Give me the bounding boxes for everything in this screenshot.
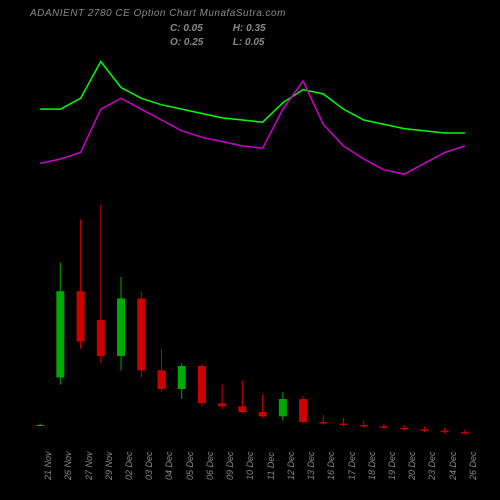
candle-body bbox=[178, 366, 186, 389]
x-label: 19 Dec bbox=[387, 451, 397, 480]
candle-body bbox=[380, 426, 388, 427]
indicator-line-1 bbox=[40, 62, 465, 134]
x-label: 27 Nov bbox=[84, 451, 94, 480]
open-val: 0.25 bbox=[184, 37, 203, 48]
x-label: 10 Dec bbox=[245, 451, 255, 480]
x-label: 29 Nov bbox=[104, 451, 114, 480]
x-label: 11 Dec bbox=[266, 452, 276, 480]
x-label: 20 Dec bbox=[407, 451, 417, 480]
x-label: 17 Dec bbox=[347, 451, 357, 480]
candle-body bbox=[157, 370, 165, 389]
candle-body bbox=[420, 429, 428, 430]
x-axis-labels: 21 Nov 26 Nov 27 Nov 29 Nov 02 Dec 03 Dec 04 D… bbox=[30, 440, 475, 490]
candle-body bbox=[360, 425, 368, 426]
candle-body bbox=[117, 298, 125, 356]
ohlc-block: C: 0.05 H: 0.35 O: 0.25 L: 0.05 bbox=[170, 22, 293, 50]
candle-body bbox=[319, 422, 327, 423]
low-label: L: bbox=[233, 37, 242, 48]
x-label: 05 Dec bbox=[185, 451, 195, 480]
x-label: 04 Dec bbox=[164, 451, 174, 480]
high-val: 0.35 bbox=[246, 23, 265, 34]
x-label: 09 Dec bbox=[225, 451, 235, 480]
candle-body bbox=[198, 366, 206, 403]
candle-body bbox=[279, 399, 287, 416]
x-label: 24 Dec bbox=[448, 451, 458, 480]
candle-body bbox=[77, 291, 85, 341]
candle-body bbox=[299, 399, 307, 422]
high-label: H: bbox=[233, 23, 244, 34]
x-label: 26 Dec bbox=[468, 451, 478, 480]
candle-body bbox=[56, 291, 64, 377]
candle-body bbox=[340, 424, 348, 425]
candle-body bbox=[259, 412, 267, 416]
open-label: O: bbox=[170, 37, 181, 48]
low-val: 0.05 bbox=[245, 37, 264, 48]
x-label: 03 Dec bbox=[144, 451, 154, 480]
candle-body bbox=[441, 431, 449, 432]
x-label: 21 Nov bbox=[43, 451, 53, 480]
x-label: 23 Dec bbox=[427, 451, 437, 480]
close-val: 0.05 bbox=[183, 23, 202, 34]
x-label: 02 Dec bbox=[124, 451, 134, 480]
x-label: 12 Dec bbox=[286, 451, 296, 480]
chart-title: ADANIENT 2780 CE Option Chart MunafaSutr… bbox=[30, 8, 286, 19]
candle-body bbox=[218, 403, 226, 406]
chart-svg bbox=[30, 55, 475, 435]
x-label: 16 Dec bbox=[326, 451, 336, 480]
x-label: 06 Dec bbox=[205, 451, 215, 480]
chart-area bbox=[30, 55, 475, 435]
candle-body bbox=[36, 425, 44, 426]
x-label: 18 Dec bbox=[367, 451, 377, 480]
candle-body bbox=[400, 428, 408, 429]
candle-body bbox=[238, 406, 246, 412]
candle-body bbox=[137, 298, 145, 370]
candle-body bbox=[461, 432, 469, 433]
x-label: 13 Dec bbox=[306, 451, 316, 480]
candle-body bbox=[97, 320, 105, 356]
x-label: 26 Nov bbox=[63, 451, 73, 480]
close-label: C: bbox=[170, 23, 181, 34]
